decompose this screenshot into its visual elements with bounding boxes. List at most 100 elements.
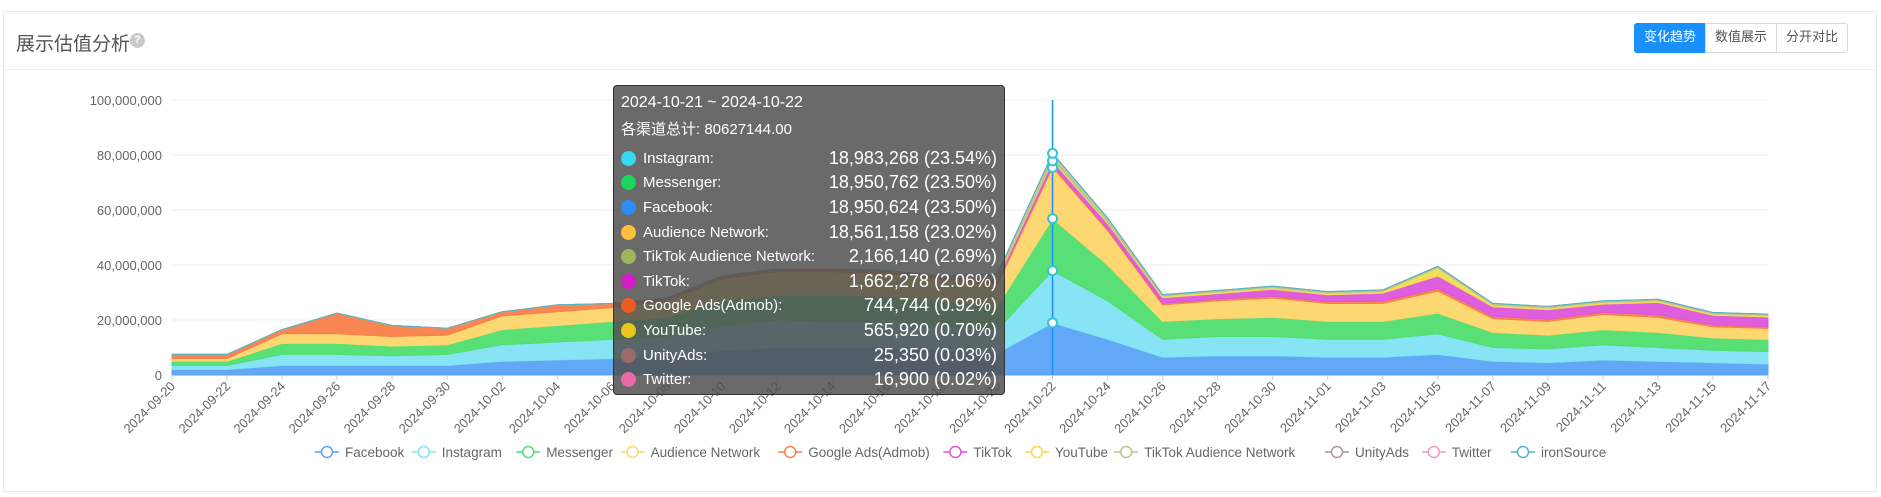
series-dot-icon [621,322,636,338]
y-tick-label: 100,000,000 [90,93,162,108]
legend-marker-icon[interactable] [1030,445,1044,459]
y-tick-label: 60,000,000 [97,203,162,218]
tooltip-series-name: UnityAds: [643,346,708,364]
legend-item[interactable]: Audience Network [651,445,761,460]
y-tick-label: 80,000,000 [97,148,162,163]
trend-button[interactable]: 变化趋势 [1634,23,1707,53]
card-header: 展示估值分析 ? 变化趋势 数值展示 分开对比 [4,12,1876,70]
legend-marker-icon[interactable] [949,445,962,459]
x-tick-label: 2024-11-15 [1662,379,1719,436]
legend-item[interactable]: TikTok Audience Network [1144,445,1295,460]
tooltip-row: Audience Network: 18,561,158 (23.02%) [621,220,997,245]
legend-item[interactable]: Twitter [1452,445,1492,460]
tooltip-row: Facebook: 18,950,624 (23.50%) [621,195,997,220]
view-mode-toggle: 变化趋势 数值展示 分开对比 [1634,23,1849,53]
series-dot-icon [621,347,636,363]
series-dot-icon [621,249,636,265]
series-dot-icon [621,273,636,289]
x-tick-label: 2024-11-01 [1277,379,1334,436]
legend-marker-icon[interactable] [417,445,431,459]
x-tick-label: 2024-09-26 [286,379,344,437]
legend-item[interactable]: Messenger [546,445,613,460]
x-tick-label: 2024-11-07 [1442,379,1499,436]
legend-marker-icon[interactable] [626,445,639,459]
values-button[interactable]: 数值展示 [1705,23,1778,53]
tooltip-series-name: Instagram: [643,149,714,167]
y-tick-label: 20,000,000 [97,313,162,328]
legend-marker-icon[interactable] [1330,445,1344,459]
legend-marker-icon[interactable] [320,445,334,459]
highlight-point [1047,147,1059,159]
tooltip-series-name: Twitter: [643,371,692,389]
tooltip-row: Messenger: 18,950,762 (23.50%) [621,171,997,196]
series-dot-icon [621,150,636,166]
x-tick-label: 2024-10-28 [1166,379,1224,437]
x-tick-label: 2024-09-20 [120,379,178,437]
x-tick-label: 2024-10-06 [561,379,619,437]
tooltip-series-value: 1,662,278 (2.06%) [848,270,997,291]
highlight-point [1047,213,1059,225]
tooltip-series-name: Google Ads(Admob): [643,297,783,315]
legend-marker-icon[interactable] [1427,445,1441,459]
legend-marker-icon[interactable] [521,445,535,459]
legend-marker-icon[interactable] [783,445,797,459]
highlight-point [1047,265,1059,277]
legend-marker-icon[interactable] [1516,445,1530,459]
compare-button[interactable]: 分开对比 [1776,23,1849,53]
tooltip-total: 各渠道总计: 80627144.00 [621,121,792,138]
x-tick-label: 2024-10-26 [1111,379,1169,437]
tooltip-series-name: Facebook: [643,198,714,216]
question-circle-icon[interactable]: ? [130,33,145,48]
tooltip-series-name: Messenger: [643,174,722,192]
legend-item[interactable]: ironSource [1541,445,1606,460]
tooltip-row: Google Ads(Admob): 744,744 (0.92%) [621,294,997,319]
legend-item[interactable]: Instagram [442,445,502,460]
x-tick-label: 2024-11-11 [1553,379,1609,435]
tooltip-series-name: Audience Network: [643,223,769,241]
tooltip-series-value: 565,920 (0.70%) [863,319,997,340]
series-dot-icon [621,175,636,191]
series-dot-icon [621,298,636,314]
y-tick-label: 0 [155,368,162,383]
tooltip-row: YouTube: 565,920 (0.70%) [621,318,997,343]
tooltip-row: Instagram: 18,983,268 (23.54%) [621,146,997,171]
tooltip-date-range: 2024-10-21 ~ 2024-10-22 [621,94,803,111]
x-tick-label: 2024-11-03 [1332,379,1389,436]
series-dot-icon [621,224,636,240]
tooltip-series-value: 25,350 (0.03%) [873,344,997,365]
tooltip-series-value: 2,166,140 (2.69%) [848,246,997,267]
tooltip-series-value: 18,561,158 (23.02%) [828,221,997,242]
tooltip-series-value: 744,744 (0.92%) [863,295,997,316]
tooltip-series-value: 18,950,762 (23.50%) [828,172,997,193]
legend-item[interactable]: TikTok [973,445,1012,460]
chart-tooltip: 2024-10-21 ~ 2024-10-22 各渠道总计: 80627144.… [613,85,1005,395]
x-tick-label: 2024-11-13 [1607,379,1664,436]
x-tick-label: 2024-10-30 [1221,379,1279,437]
legend-item[interactable]: YouTube [1055,445,1108,460]
legend-marker-icon[interactable] [1119,445,1133,459]
highlight-point [1047,317,1059,329]
tooltip-series-name: TikTok: [643,272,690,290]
x-tick-label: 2024-11-17 [1717,379,1774,436]
x-tick-label: 2024-09-24 [231,379,289,437]
legend-item[interactable]: Google Ads(Admob) [808,445,930,460]
tooltip-row: TikTok: 1,662,278 (2.06%) [621,269,997,294]
legend-item[interactable]: UnityAds [1355,445,1409,460]
tooltip-row: TikTok Audience Network: 2,166,140 (2.69%… [621,244,997,269]
x-tick-label: 2024-10-22 [1001,379,1059,437]
x-tick-label: 2024-11-05 [1387,379,1444,436]
tooltip-row: UnityAds: 25,350 (0.03%) [621,343,997,368]
tooltip-row: Twitter: 16,900 (0.02%) [621,367,997,392]
series-dot-icon [621,372,636,388]
series-dot-icon [621,199,636,215]
tooltip-series-value: 18,983,268 (23.54%) [828,147,997,168]
x-tick-label: 2024-11-09 [1497,379,1554,436]
tooltip-series-name: TikTok Audience Network: [643,248,816,266]
x-tick-label: 2024-10-04 [506,379,564,437]
x-tick-label: 2024-09-22 [176,379,234,437]
tooltip-series-value: 16,900 (0.02%) [873,369,997,390]
tooltip-series-name: YouTube: [643,321,707,339]
legend-item[interactable]: Facebook [345,445,405,460]
tooltip-series-value: 18,950,624 (23.50%) [828,196,997,217]
